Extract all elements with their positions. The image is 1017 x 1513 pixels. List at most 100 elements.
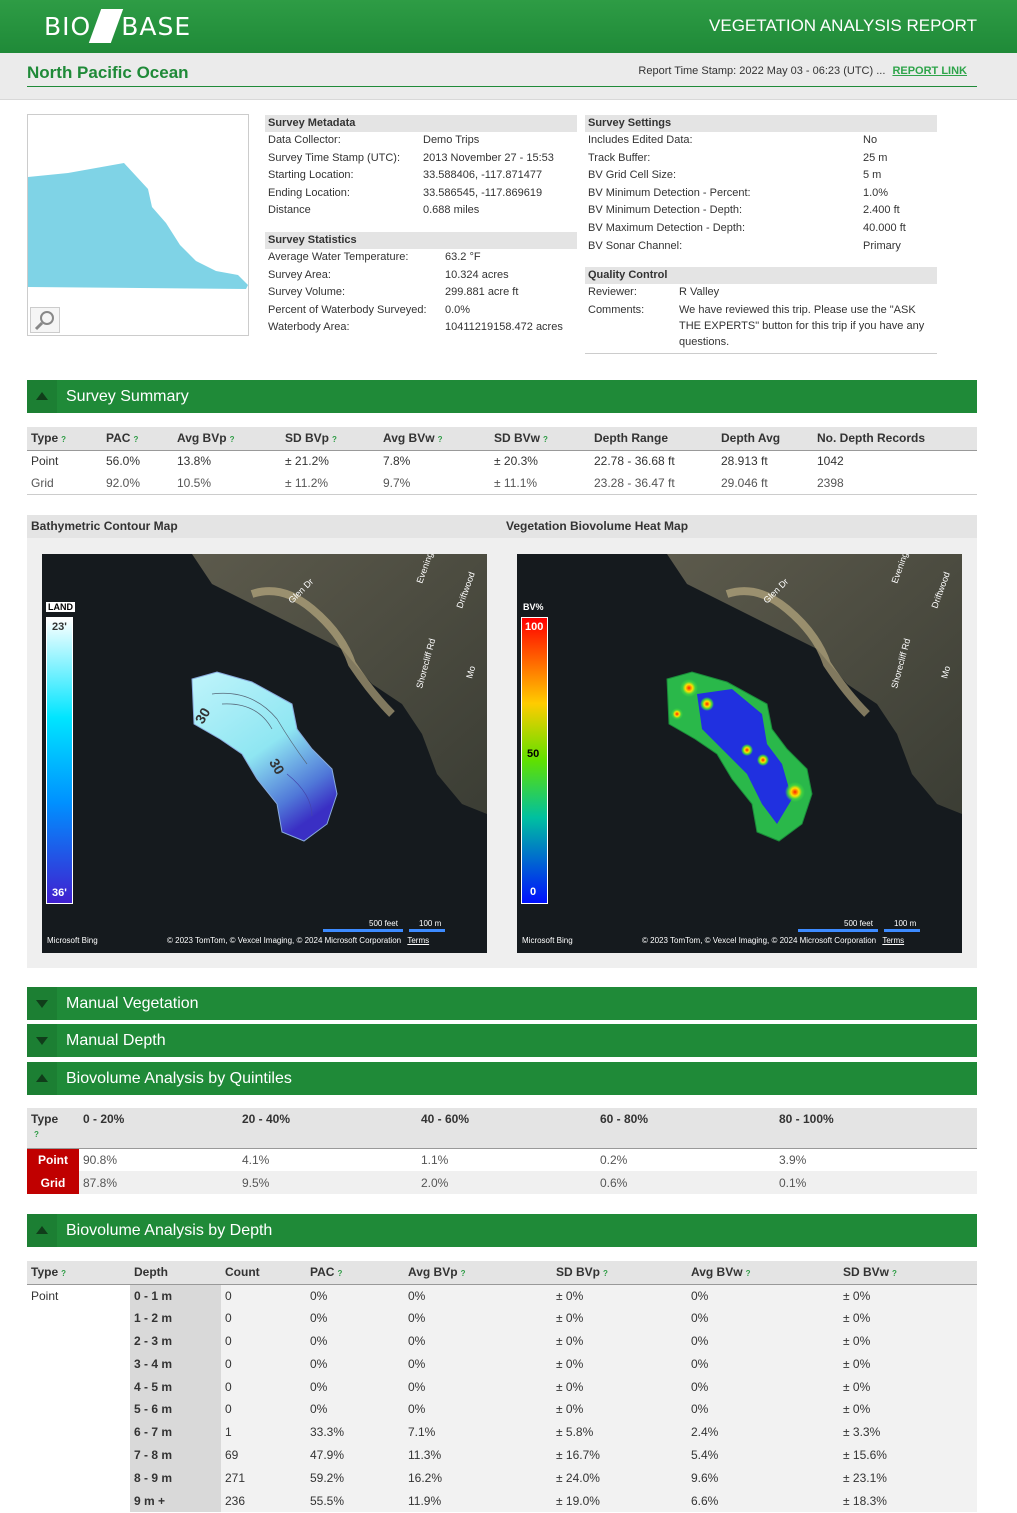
biobase-logo[interactable]: BIO BASE	[44, 8, 191, 44]
bing-logo[interactable]: Microsoft Bing	[522, 936, 573, 945]
column-header-label: SD BVw	[843, 1265, 890, 1280]
help-icon[interactable]: ?	[745, 1269, 751, 1279]
meta-key: Ending Location:	[268, 186, 350, 199]
table-row: 8 - 9 m 271 59.2% 16.2% ± 24.0% 9.6% ± 23.1%	[27, 1466, 977, 1490]
bing-logo[interactable]: Microsoft Bing	[47, 936, 98, 945]
collapse-arrow-icon[interactable]	[27, 1062, 57, 1095]
heat-map-imagery: Glen Dr Evening Driftwood Shorecliff Rd …	[666, 554, 962, 842]
bathy-map-imagery: 30 30 Glen Dr Evening Driftwood Shorecli…	[191, 554, 487, 842]
column-header-label: Depth Range	[594, 431, 669, 446]
type-cell	[27, 1329, 130, 1353]
scale-feet: 500 feet	[844, 919, 873, 928]
column-header-label: 20 - 40%	[242, 1112, 291, 1126]
table-cell: 47.9%	[310, 1447, 345, 1462]
terms-link[interactable]: Terms	[407, 936, 430, 945]
meta-key: BV Minimum Detection - Depth:	[588, 204, 743, 217]
help-icon[interactable]: ?	[337, 1269, 343, 1279]
report-time-stamp: Report Time Stamp: 2022 May 03 - 06:23 (…	[638, 65, 967, 77]
collapse-arrow-icon[interactable]	[27, 380, 57, 413]
table-cell: 0%	[691, 1402, 709, 1417]
expand-arrow-icon[interactable]	[27, 1024, 57, 1057]
bing-text: Microsoft Bing	[522, 936, 573, 945]
heat-map-title: Vegetation Biovolume Heat Map	[506, 519, 689, 533]
column-header-label: 80 - 100%	[779, 1112, 834, 1126]
by-depth-bar[interactable]: Biovolume Analysis by Depth	[27, 1214, 977, 1247]
expand-arrow-icon[interactable]	[27, 987, 57, 1020]
manual-vegetation-bar[interactable]: Manual Vegetation	[27, 987, 977, 1020]
help-icon[interactable]: ?	[34, 1130, 39, 1139]
type-cell	[27, 1443, 130, 1467]
waterbody-thumbnail[interactable]	[27, 114, 249, 336]
table-cell: 0.1%	[779, 1175, 807, 1190]
survey-settings-row: BV Minimum Detection - Depth: 2.400 ft	[585, 202, 937, 220]
table-cell: ± 0%	[556, 1311, 584, 1326]
survey-metadata-row: Survey Time Stamp (UTC): 2013 November 27…	[265, 150, 577, 168]
meta-key: Includes Edited Data:	[588, 134, 693, 146]
comments-row: Comments: We have reviewed this trip. Pl…	[585, 302, 937, 350]
help-icon[interactable]: ?	[543, 435, 548, 445]
table-cell: ± 0%	[843, 1311, 871, 1326]
meta-key: Survey Area:	[268, 268, 331, 281]
meta-key: Waterbody Area:	[268, 321, 350, 334]
table-cell: ± 0%	[556, 1356, 584, 1371]
vegetation-heat-map[interactable]: Glen Dr Evening Driftwood Shorecliff Rd …	[517, 554, 962, 953]
help-icon[interactable]: ?	[61, 435, 67, 445]
terms-link[interactable]: Terms	[882, 936, 905, 945]
column-header: SD BVw?	[490, 427, 590, 451]
column-header-label: Type	[31, 1112, 59, 1126]
table-cell: Point	[31, 454, 59, 469]
report-link[interactable]: REPORT LINK	[892, 65, 967, 77]
column-header: SD BVp?	[552, 1261, 687, 1285]
meta-key: Average Water Temperature:	[268, 251, 409, 263]
top-bar: BIO BASE VEGETATION ANALYSIS REPORT	[0, 0, 1017, 53]
column-header: Avg BVw?	[687, 1261, 839, 1285]
help-icon[interactable]: ?	[332, 435, 337, 445]
survey-summary-bar[interactable]: Survey Summary	[27, 380, 977, 413]
table-cell: 7.1%	[408, 1425, 436, 1440]
table-row: 7 - 8 m 69 47.9% 11.3% ± 16.7% 5.4% ± 15.6%	[27, 1443, 977, 1467]
table-cell: 0	[225, 1288, 232, 1303]
by-depth-title: Biovolume Analysis by Depth	[66, 1222, 273, 1239]
help-icon[interactable]: ?	[603, 1269, 608, 1279]
type-cell	[27, 1352, 130, 1376]
meta-value: 33.588406, -117.871477	[423, 169, 543, 182]
heat-legend-bar	[521, 617, 548, 904]
help-icon[interactable]: ?	[437, 435, 443, 445]
meta-value: 0.688 miles	[423, 204, 480, 217]
survey-settings-heading: Survey Settings	[585, 115, 937, 132]
bathymetric-contour-map[interactable]: 30 30 Glen Dr Evening Driftwood Shorecli…	[42, 554, 487, 953]
column-header: 60 - 80%	[596, 1108, 775, 1149]
depth-range-cell: 2 - 3 m	[130, 1329, 221, 1353]
manual-vegetation-title: Manual Vegetation	[66, 995, 199, 1012]
meta-value: 1.0%	[863, 186, 889, 199]
help-icon[interactable]: ?	[133, 435, 139, 445]
survey-statistics-row: Waterbody Area: 10411219158.472 acres	[265, 319, 577, 337]
table-cell: ± 11.1%	[494, 475, 538, 490]
table-cell: 271	[225, 1470, 246, 1485]
depth-range-cell: 8 - 9 m	[130, 1466, 221, 1490]
help-icon[interactable]: ?	[460, 1269, 466, 1279]
comments-value: We have reviewed this trip. Please use t…	[679, 303, 925, 348]
logo-text-right: BASE	[121, 11, 192, 41]
column-header: Avg BVp?	[173, 427, 281, 451]
help-icon[interactable]: ?	[61, 1269, 67, 1279]
quintiles-bar[interactable]: Biovolume Analysis by Quintiles	[27, 1062, 977, 1095]
table-cell: ± 18.3%	[843, 1493, 887, 1508]
help-icon[interactable]: ?	[892, 1269, 897, 1279]
column-header-label: PAC	[106, 431, 131, 446]
table-row: 9 m + 236 55.5% 11.9% ± 19.0% 6.6% ± 18.3%	[27, 1489, 977, 1512]
table-cell: ± 20.3%	[494, 454, 538, 469]
collapse-arrow-icon[interactable]	[27, 1214, 57, 1247]
zoom-button[interactable]	[30, 307, 60, 333]
column-header: Type?	[27, 1261, 130, 1285]
column-header-label: SD BVw	[494, 431, 541, 446]
heat-legend-min: 0	[530, 886, 537, 898]
help-icon[interactable]: ?	[229, 435, 235, 445]
table-cell: 0%	[408, 1311, 426, 1326]
table-cell: 87.8%	[83, 1175, 118, 1190]
meta-value: 10.324 acres	[445, 268, 509, 281]
table-cell: ± 0%	[556, 1402, 584, 1417]
table-cell: 0%	[310, 1288, 328, 1303]
manual-depth-bar[interactable]: Manual Depth	[27, 1024, 977, 1057]
column-header-label: PAC	[310, 1265, 335, 1280]
